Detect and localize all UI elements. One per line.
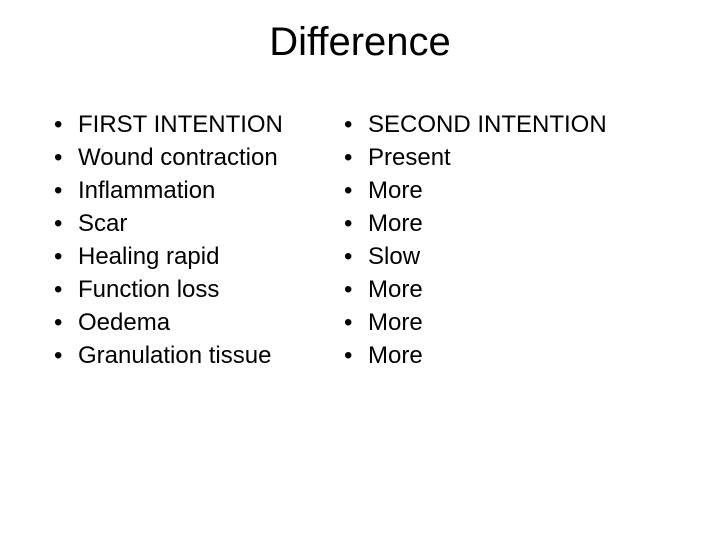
list-item: • More bbox=[344, 311, 684, 335]
item-text: Healing rapid bbox=[78, 245, 219, 269]
item-text: Scar bbox=[78, 212, 127, 236]
bullet-icon: • bbox=[344, 245, 368, 269]
bullet-icon: • bbox=[54, 245, 78, 269]
slide-title: Difference bbox=[0, 20, 720, 65]
item-text: SECOND INTENTION bbox=[368, 113, 607, 137]
bullet-icon: • bbox=[54, 212, 78, 236]
bullet-icon: • bbox=[54, 113, 78, 137]
list-item: • Present bbox=[344, 146, 684, 170]
item-text: Oedema bbox=[78, 311, 170, 335]
list-item: • More bbox=[344, 344, 684, 368]
item-text: More bbox=[368, 212, 423, 236]
item-text: Present bbox=[368, 146, 451, 170]
bullet-icon: • bbox=[344, 344, 368, 368]
list-item: • Inflammation bbox=[54, 179, 344, 203]
columns-wrapper: • FIRST INTENTION • Wound contraction • … bbox=[0, 113, 720, 377]
item-text: More bbox=[368, 311, 423, 335]
item-text: Inflammation bbox=[78, 179, 215, 203]
bullet-icon: • bbox=[54, 179, 78, 203]
list-item: • Scar bbox=[54, 212, 344, 236]
bullet-icon: • bbox=[54, 311, 78, 335]
bullet-icon: • bbox=[344, 146, 368, 170]
list-item: • Oedema bbox=[54, 311, 344, 335]
right-column: • SECOND INTENTION • Present • More • Mo… bbox=[344, 113, 684, 377]
item-text: Wound contraction bbox=[78, 146, 278, 170]
list-item: • Function loss bbox=[54, 278, 344, 302]
item-text: Function loss bbox=[78, 278, 219, 302]
list-item: • Wound contraction bbox=[54, 146, 344, 170]
list-item: • SECOND INTENTION bbox=[344, 113, 684, 137]
bullet-icon: • bbox=[54, 146, 78, 170]
bullet-icon: • bbox=[344, 278, 368, 302]
list-item: • Healing rapid bbox=[54, 245, 344, 269]
slide: Difference • FIRST INTENTION • Wound con… bbox=[0, 0, 720, 540]
list-item: • FIRST INTENTION bbox=[54, 113, 344, 137]
item-text: Granulation tissue bbox=[78, 344, 271, 368]
bullet-icon: • bbox=[344, 311, 368, 335]
list-item: • More bbox=[344, 179, 684, 203]
list-item: • More bbox=[344, 278, 684, 302]
item-text: Slow bbox=[368, 245, 420, 269]
bullet-icon: • bbox=[54, 278, 78, 302]
list-item: • Granulation tissue bbox=[54, 344, 344, 368]
bullet-icon: • bbox=[344, 179, 368, 203]
list-item: • Slow bbox=[344, 245, 684, 269]
bullet-icon: • bbox=[344, 113, 368, 137]
left-column: • FIRST INTENTION • Wound contraction • … bbox=[54, 113, 344, 377]
list-item: • More bbox=[344, 212, 684, 236]
item-text: FIRST INTENTION bbox=[78, 113, 283, 137]
item-text: More bbox=[368, 344, 423, 368]
bullet-icon: • bbox=[344, 212, 368, 236]
item-text: More bbox=[368, 179, 423, 203]
bullet-icon: • bbox=[54, 344, 78, 368]
item-text: More bbox=[368, 278, 423, 302]
